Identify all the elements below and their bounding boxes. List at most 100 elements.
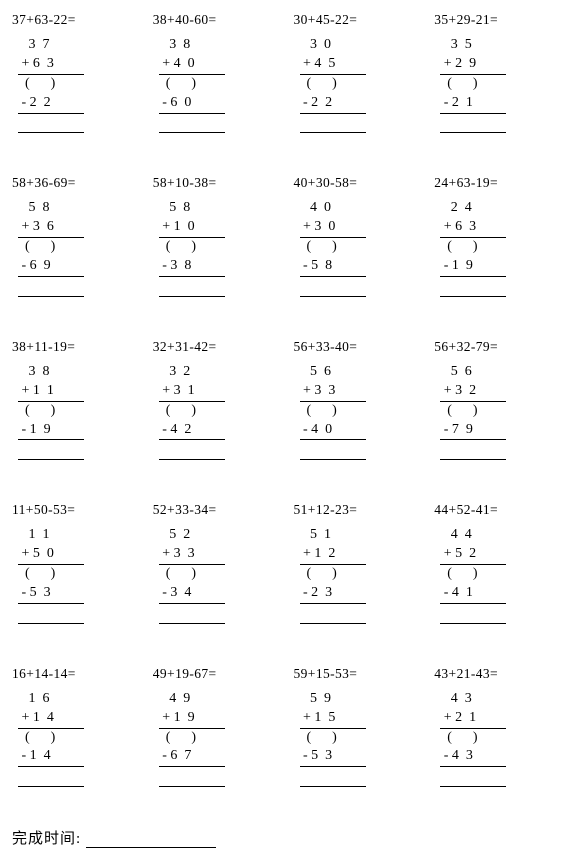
- intermediate-sum-blank[interactable]: ( ): [159, 237, 225, 257]
- intermediate-sum-blank[interactable]: ( ): [18, 401, 84, 421]
- addend-row-1: 3 8: [18, 363, 149, 382]
- subtrahend-row: - 1 9: [440, 257, 506, 277]
- intermediate-sum-blank[interactable]: ( ): [440, 237, 506, 257]
- addend-row-2: + 3 0: [300, 218, 431, 237]
- completion-time-blank[interactable]: [86, 832, 216, 848]
- addend-row-2: + 1 5: [300, 709, 431, 728]
- problem: 58+36-69= 5 8 + 3 6 ( ) - 6 9: [12, 175, 149, 296]
- subtrahend-row: - 2 2: [300, 94, 366, 114]
- column-work: 5 6 + 3 2 ( ) - 7 9: [440, 363, 571, 460]
- intermediate-sum-blank[interactable]: ( ): [440, 74, 506, 94]
- subtrahend-row: - 6 0: [159, 94, 225, 114]
- intermediate-sum-blank[interactable]: ( ): [18, 564, 84, 584]
- addend-row-1: 4 3: [440, 690, 571, 709]
- addend-row-1: 1 6: [18, 690, 149, 709]
- problem: 38+40-60= 3 8 + 4 0 ( ) - 6 0: [153, 12, 290, 133]
- addend-row-1: 3 0: [300, 36, 431, 55]
- intermediate-sum-blank[interactable]: ( ): [300, 564, 366, 584]
- final-answer-blank[interactable]: [440, 440, 506, 460]
- problem: 32+31-42= 3 2 + 3 1 ( ) - 4 2: [153, 339, 290, 460]
- problem: 49+19-67= 4 9 + 1 9 ( ) - 6 7: [153, 666, 290, 787]
- intermediate-sum-blank[interactable]: ( ): [440, 728, 506, 748]
- intermediate-sum-blank[interactable]: ( ): [18, 728, 84, 748]
- intermediate-sum-blank[interactable]: ( ): [300, 74, 366, 94]
- intermediate-sum-blank[interactable]: ( ): [440, 401, 506, 421]
- subtrahend-row: - 5 3: [300, 747, 366, 767]
- addend-row-2: + 5 0: [18, 545, 149, 564]
- addend-row-2: + 3 3: [300, 382, 431, 401]
- problem-expression: 24+63-19=: [434, 175, 571, 191]
- intermediate-sum-blank[interactable]: ( ): [18, 74, 84, 94]
- problem: 43+21-43= 4 3 + 2 1 ( ) - 4 3: [434, 666, 571, 787]
- subtrahend-row: - 4 3: [440, 747, 506, 767]
- addend-row-2: + 1 4: [18, 709, 149, 728]
- problem: 37+63-22= 3 7 + 6 3 ( ) - 2 2: [12, 12, 149, 133]
- subtrahend-row: - 2 3: [300, 584, 366, 604]
- final-answer-blank[interactable]: [159, 604, 225, 624]
- final-answer-blank[interactable]: [159, 767, 225, 787]
- intermediate-sum-blank[interactable]: ( ): [159, 401, 225, 421]
- addend-row-2: + 1 1: [18, 382, 149, 401]
- subtrahend-row: - 6 9: [18, 257, 84, 277]
- addend-row-1: 4 9: [159, 690, 290, 709]
- final-answer-blank[interactable]: [18, 440, 84, 460]
- addend-row-2: + 1 0: [159, 218, 290, 237]
- subtrahend-row: - 5 8: [300, 257, 366, 277]
- final-answer-blank[interactable]: [300, 604, 366, 624]
- final-answer-blank[interactable]: [18, 114, 84, 134]
- final-answer-blank[interactable]: [300, 114, 366, 134]
- subtrahend-row: - 3 4: [159, 584, 225, 604]
- column-work: 5 2 + 3 3 ( ) - 3 4: [159, 526, 290, 623]
- subtrahend-row: - 5 3: [18, 584, 84, 604]
- footer: 完成时间:: [12, 827, 571, 848]
- intermediate-sum-blank[interactable]: ( ): [300, 237, 366, 257]
- addend-row-1: 5 6: [300, 363, 431, 382]
- addend-row-2: + 4 5: [300, 55, 431, 74]
- final-answer-blank[interactable]: [300, 440, 366, 460]
- subtrahend-row: - 4 0: [300, 421, 366, 441]
- final-answer-blank[interactable]: [440, 277, 506, 297]
- intermediate-sum-blank[interactable]: ( ): [18, 237, 84, 257]
- final-answer-blank[interactable]: [18, 604, 84, 624]
- addend-row-2: + 3 3: [159, 545, 290, 564]
- final-answer-blank[interactable]: [300, 277, 366, 297]
- addend-row-1: 5 8: [18, 199, 149, 218]
- addend-row-2: + 3 1: [159, 382, 290, 401]
- column-work: 3 8 + 1 1 ( ) - 1 9: [18, 363, 149, 460]
- intermediate-sum-blank[interactable]: ( ): [159, 74, 225, 94]
- column-work: 2 4 + 6 3 ( ) - 1 9: [440, 199, 571, 296]
- intermediate-sum-blank[interactable]: ( ): [159, 564, 225, 584]
- problem-expression: 56+32-79=: [434, 339, 571, 355]
- column-work: 4 4 + 5 2 ( ) - 4 1: [440, 526, 571, 623]
- problem-expression: 58+36-69=: [12, 175, 149, 191]
- problem-expression: 35+29-21=: [434, 12, 571, 28]
- problem-expression: 43+21-43=: [434, 666, 571, 682]
- addend-row-1: 1 1: [18, 526, 149, 545]
- problem-expression: 40+30-58=: [294, 175, 431, 191]
- addend-row-1: 3 5: [440, 36, 571, 55]
- final-answer-blank[interactable]: [159, 277, 225, 297]
- problem-expression: 30+45-22=: [294, 12, 431, 28]
- addend-row-1: 5 6: [440, 363, 571, 382]
- intermediate-sum-blank[interactable]: ( ): [300, 728, 366, 748]
- problem: 59+15-53= 5 9 + 1 5 ( ) - 5 3: [294, 666, 431, 787]
- intermediate-sum-blank[interactable]: ( ): [159, 728, 225, 748]
- addend-row-2: + 2 9: [440, 55, 571, 74]
- final-answer-blank[interactable]: [18, 277, 84, 297]
- problem: 40+30-58= 4 0 + 3 0 ( ) - 5 8: [294, 175, 431, 296]
- final-answer-blank[interactable]: [159, 114, 225, 134]
- final-answer-blank[interactable]: [18, 767, 84, 787]
- intermediate-sum-blank[interactable]: ( ): [440, 564, 506, 584]
- final-answer-blank[interactable]: [159, 440, 225, 460]
- final-answer-blank[interactable]: [300, 767, 366, 787]
- problem-expression: 37+63-22=: [12, 12, 149, 28]
- problem-expression: 38+40-60=: [153, 12, 290, 28]
- final-answer-blank[interactable]: [440, 767, 506, 787]
- subtrahend-row: - 4 2: [159, 421, 225, 441]
- final-answer-blank[interactable]: [440, 114, 506, 134]
- problem: 44+52-41= 4 4 + 5 2 ( ) - 4 1: [434, 502, 571, 623]
- problem: 58+10-38= 5 8 + 1 0 ( ) - 3 8: [153, 175, 290, 296]
- final-answer-blank[interactable]: [440, 604, 506, 624]
- column-work: 4 3 + 2 1 ( ) - 4 3: [440, 690, 571, 787]
- intermediate-sum-blank[interactable]: ( ): [300, 401, 366, 421]
